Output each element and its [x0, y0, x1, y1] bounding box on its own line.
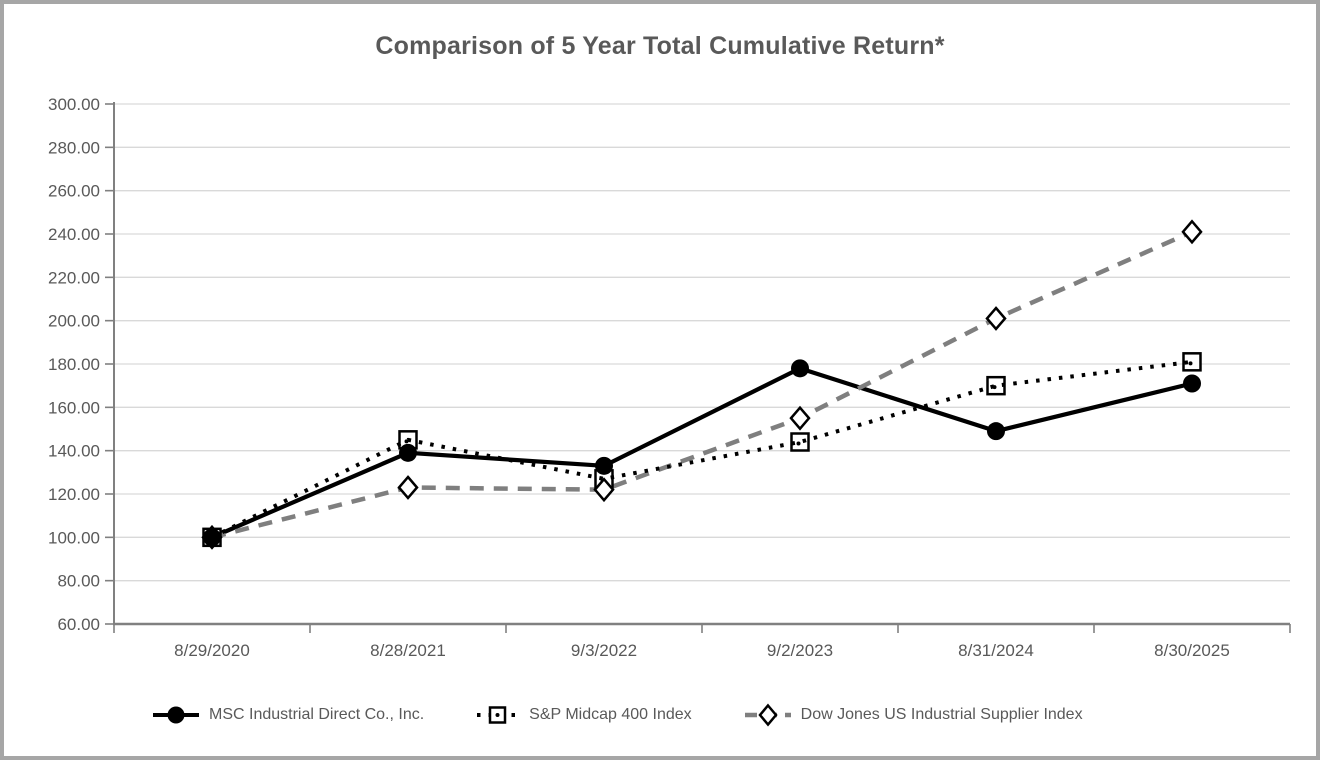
marker-filled-circle [1183, 374, 1201, 393]
y-tick-label: 60.00 [57, 615, 100, 634]
x-tick-label: 8/28/2021 [370, 641, 446, 660]
series-line-sp-midcap [211, 359, 1193, 540]
y-tick-label: 280.00 [48, 138, 100, 157]
marker-filled-circle [791, 359, 809, 378]
y-tick-label: 140.00 [48, 442, 100, 461]
legend-label-sp-midcap: S&P Midcap 400 Index [529, 706, 692, 723]
marker-filled-circle [987, 422, 1005, 441]
y-tick-label: 260.00 [48, 182, 100, 201]
y-tick-label: 220.00 [48, 268, 100, 287]
chart-legend: MSC Industrial Direct Co., Inc. S&P Midc… [152, 703, 1083, 727]
marker-open-square [1182, 352, 1202, 372]
solid-line-filled-circle-icon [153, 706, 199, 724]
marker-open-diamond [789, 405, 811, 431]
marker-square-center-dot [404, 439, 409, 444]
y-tick-label: 120.00 [48, 485, 100, 504]
y-tick-label: 80.00 [57, 572, 100, 591]
x-tick-label: 8/31/2024 [958, 641, 1034, 660]
marker-square-center-dot [1188, 361, 1193, 366]
y-tick-label: 240.00 [48, 225, 100, 244]
dashed-line-open-diamond-icon [744, 703, 791, 727]
chart-canvas: 60.00 80.00 100.00 120.00 140.00 160.00 180.00… [48, 95, 1291, 660]
x-tick-label: 9/2/2023 [767, 641, 833, 660]
series-line-dow-jones [211, 229, 1193, 540]
x-tick-label: 9/3/2022 [571, 641, 637, 660]
chart-title: Comparison of 5 Year Total Cumulative Re… [375, 32, 945, 60]
y-tick-label: 100.00 [48, 528, 100, 547]
x-tick-label: 8/29/2020 [174, 641, 250, 660]
x-tick-label: 8/30/2025 [1154, 641, 1230, 660]
dotted-line-open-square-icon [477, 706, 520, 724]
legend-label-msc-industrial: MSC Industrial Direct Co., Inc. [209, 706, 425, 723]
series-line-msc-industrial [211, 366, 1193, 540]
y-tick-label: 180.00 [48, 355, 100, 374]
y-tick-label: 200.00 [48, 312, 100, 331]
marker-open-diamond [593, 477, 615, 503]
marker-open-diamond [985, 306, 1007, 331]
legend-label-dow-jones: Dow Jones US Industrial Supplier Index [800, 706, 1083, 723]
marker-open-diamond [397, 475, 419, 500]
marker-filled-circle [399, 443, 417, 462]
y-tick-label: 300.00 [48, 95, 100, 114]
marker-open-diamond [1181, 219, 1203, 245]
marker-filled-circle [203, 528, 221, 547]
legend-item-msc-industrial: MSC Industrial Direct Co., Inc. [152, 704, 424, 726]
y-tick-label: 160.00 [48, 398, 100, 417]
marker-square-center-dot [796, 441, 801, 446]
marker-filled-circle [595, 456, 613, 475]
legend-item-sp-midcap: S&P Midcap 400 Index [476, 704, 692, 726]
legend-item-dow-jones: Dow Jones US Industrial Supplier Index [744, 703, 1083, 727]
